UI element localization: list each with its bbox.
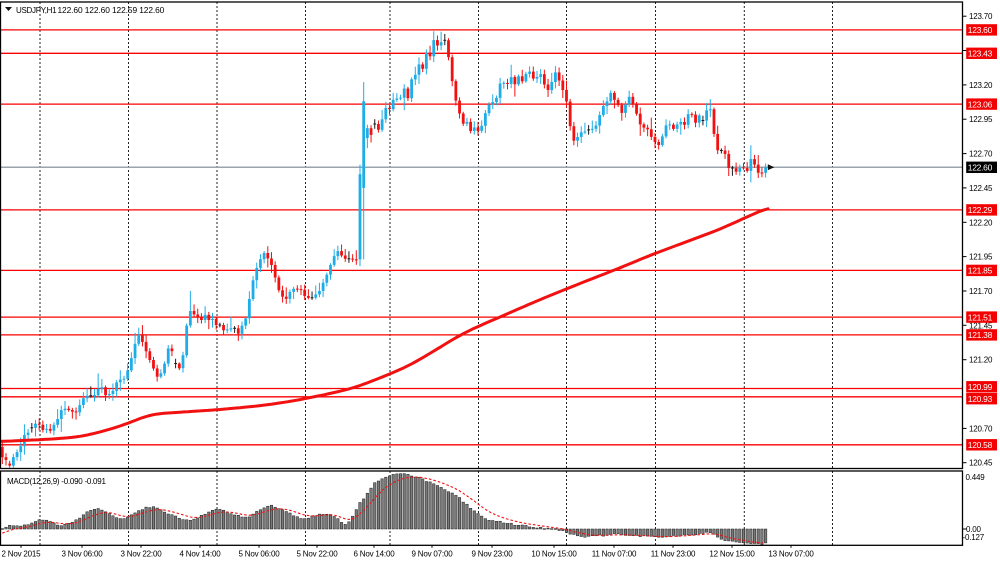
svg-text:12 Nov 15:00: 12 Nov 15:00 — [709, 550, 755, 559]
svg-text:9 Nov 07:00: 9 Nov 07:00 — [412, 550, 454, 559]
svg-text:122.45: 122.45 — [969, 184, 993, 193]
svg-text:121.85: 121.85 — [968, 266, 993, 276]
svg-text:123.06: 123.06 — [968, 99, 993, 109]
svg-text:120.93: 120.93 — [968, 394, 993, 404]
svg-text:121.51: 121.51 — [968, 312, 993, 322]
svg-text:9 Nov 23:00: 9 Nov 23:00 — [472, 550, 514, 559]
svg-text:121.95: 121.95 — [969, 253, 993, 262]
svg-text:121.38: 121.38 — [968, 330, 993, 340]
svg-text:2 Nov 2015: 2 Nov 2015 — [2, 550, 42, 559]
svg-text:13 Nov 07:00: 13 Nov 07:00 — [768, 550, 814, 559]
svg-text:USDJPY,H1: USDJPY,H1 — [16, 6, 57, 15]
svg-text:122.20: 122.20 — [969, 218, 993, 227]
svg-text:11 Nov 07:00: 11 Nov 07:00 — [592, 550, 637, 559]
svg-text:123.43: 123.43 — [968, 49, 993, 59]
svg-text:-0.127: -0.127 — [963, 533, 985, 542]
svg-text:120.99: 120.99 — [968, 382, 993, 392]
svg-text:123.20: 123.20 — [969, 81, 993, 90]
svg-text:5 Nov 06:00: 5 Nov 06:00 — [239, 550, 281, 559]
svg-text:123.60: 123.60 — [968, 25, 993, 35]
svg-text:122.95: 122.95 — [969, 115, 993, 124]
svg-text:MACD(12,26,9) -0.090 -0.091: MACD(12,26,9) -0.090 -0.091 — [7, 477, 106, 486]
svg-text:4 Nov 14:00: 4 Nov 14:00 — [180, 550, 222, 559]
svg-text:6 Nov 14:00: 6 Nov 14:00 — [354, 550, 396, 559]
svg-text:123.70: 123.70 — [969, 12, 993, 21]
svg-text:122.60 122.60 122.59 122.60: 122.60 122.60 122.59 122.60 — [58, 5, 165, 15]
svg-text:121.45: 121.45 — [969, 321, 993, 330]
svg-text:11 Nov 23:00: 11 Nov 23:00 — [651, 550, 696, 559]
svg-text:120.45: 120.45 — [969, 459, 993, 468]
svg-text:3 Nov 06:00: 3 Nov 06:00 — [62, 550, 104, 559]
svg-text:0.00: 0.00 — [966, 525, 982, 534]
svg-text:122.70: 122.70 — [969, 150, 993, 159]
svg-text:5 Nov 22:00: 5 Nov 22:00 — [297, 550, 339, 559]
svg-text:0.449: 0.449 — [966, 473, 986, 482]
svg-text:3 Nov 22:00: 3 Nov 22:00 — [121, 550, 163, 559]
svg-text:121.20: 121.20 — [969, 356, 993, 365]
svg-text:120.70: 120.70 — [969, 424, 993, 433]
svg-text:122.29: 122.29 — [968, 205, 993, 215]
svg-text:120.58: 120.58 — [968, 440, 993, 450]
svg-text:122.60: 122.60 — [968, 163, 993, 173]
svg-text:10 Nov 15:00: 10 Nov 15:00 — [531, 550, 577, 559]
svg-text:121.70: 121.70 — [969, 287, 993, 296]
